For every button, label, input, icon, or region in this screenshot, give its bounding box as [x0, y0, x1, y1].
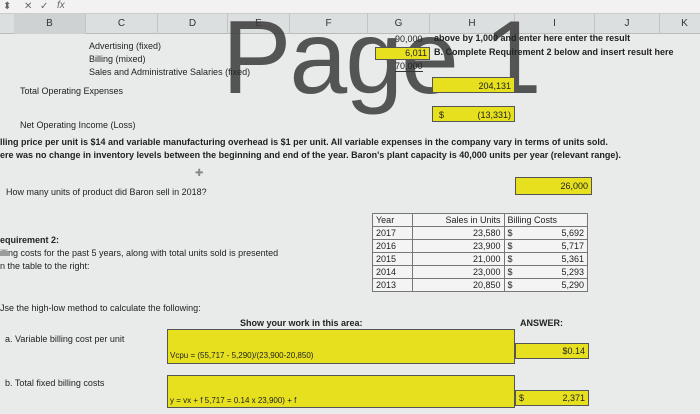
- cost-cell[interactable]: 5,717: [527, 239, 588, 253]
- fixed-cost-currency: $: [519, 393, 525, 403]
- header-year: Year: [372, 213, 413, 227]
- column-header-i[interactable]: I: [515, 14, 595, 34]
- work-area-header: Show your work in this area:: [240, 318, 363, 328]
- column-header-f[interactable]: F: [290, 14, 368, 34]
- salaries-label: Sales and Administrative Salaries (fixed…: [89, 67, 251, 77]
- net-income-label: Net Operating Income (Loss): [20, 120, 136, 130]
- cost-cell[interactable]: 5,692: [527, 226, 588, 240]
- column-header-j[interactable]: J: [595, 14, 660, 34]
- year-cell[interactable]: 2017: [372, 226, 413, 240]
- table-row: 2015 21,000 $5,361: [372, 252, 588, 266]
- year-cell[interactable]: 2015: [372, 252, 413, 266]
- units-sold-answer-cell[interactable]: 26,000: [515, 177, 592, 195]
- units-cell[interactable]: 21,000: [411, 252, 505, 266]
- requirement-2-title: equirement 2:: [0, 235, 60, 245]
- column-header-e[interactable]: E: [228, 14, 290, 34]
- paragraph-line-2: ere was no change in inventory levels be…: [0, 150, 621, 160]
- fixed-cost-work: y = vx + f 5,717 = 0.14 x 23,900) + f: [170, 396, 297, 405]
- salaries-value[interactable]: 70,000: [395, 61, 423, 72]
- variable-cost-label: a. Variable billing cost per unit: [5, 334, 125, 344]
- column-header-h[interactable]: H: [430, 14, 515, 34]
- variable-cost-work-area[interactable]: Vcpu = (55,717 - 5,290)/(23,900-20,850): [167, 329, 515, 364]
- column-headers: B C D E F G H I J K: [0, 14, 700, 34]
- variable-cost-work: Vcpu = (55,717 - 5,290)/(23,900-20,850): [170, 351, 314, 360]
- column-header-c[interactable]: C: [86, 14, 158, 34]
- instruction-line-1: above by 1,000 and enter here enter the …: [434, 33, 631, 43]
- advertising-label: Advertising (fixed): [89, 41, 162, 51]
- column-header-k[interactable]: K: [660, 14, 700, 34]
- currency-cell: $: [503, 278, 528, 292]
- name-box-stepper-icon[interactable]: ⬍: [3, 1, 12, 12]
- year-cell[interactable]: 2016: [372, 239, 413, 253]
- answer-header: ANSWER:: [520, 318, 563, 328]
- net-income-cell[interactable]: $ (13,331): [432, 106, 515, 122]
- billing-table: Year Sales in Units Billing Costs 2017 23…: [372, 213, 588, 292]
- table-header-row: Year Sales in Units Billing Costs: [372, 213, 588, 227]
- units-cell[interactable]: 23,580: [411, 226, 505, 240]
- cost-cell[interactable]: 5,290: [527, 278, 588, 292]
- high-low-intro: Jse the high-low method to calculate the…: [0, 303, 201, 313]
- requirement-2-line-1: illing costs for the past 5 years, along…: [0, 248, 279, 258]
- year-cell[interactable]: 2013: [372, 278, 413, 292]
- instruction-line-2: B. Complete Requirement 2 below and inse…: [434, 47, 674, 57]
- table-row: 2014 23,000 $5,293: [372, 265, 588, 279]
- net-income-value: (13,331): [477, 110, 511, 120]
- column-header-g[interactable]: G: [368, 14, 430, 34]
- fixed-cost-answer-cell[interactable]: $ 2,371: [515, 390, 589, 406]
- variable-cost-answer-cell[interactable]: $0.14: [515, 343, 589, 359]
- fx-icon[interactable]: fx: [57, 0, 65, 11]
- units-cell[interactable]: 23,000: [411, 265, 505, 279]
- cancel-icon[interactable]: ✕: [24, 1, 33, 12]
- cursor-plus-icon: ✚: [195, 168, 204, 179]
- units-cell[interactable]: 23,900: [411, 239, 505, 253]
- table-row: 2016 23,900 $5,717: [372, 239, 588, 253]
- fixed-cost-label: b. Total fixed billing costs: [5, 378, 105, 388]
- table-row: 2013 20,850 $5,290: [372, 278, 588, 292]
- paragraph-line-1: lling price per unit is $14 and variable…: [0, 137, 608, 147]
- question-label: How many units of product did Baron sell…: [6, 187, 207, 197]
- advertising-value[interactable]: 90,000: [395, 34, 423, 44]
- currency-cell: $: [503, 265, 528, 279]
- total-expenses-cell[interactable]: 204,131: [432, 77, 515, 93]
- column-header-d[interactable]: D: [158, 14, 228, 34]
- confirm-icon[interactable]: ✓: [40, 1, 49, 12]
- total-expenses-label: Total Operating Expenses: [20, 86, 124, 96]
- column-header-b[interactable]: B: [14, 14, 86, 34]
- requirement-2-line-2: n the table to the right:: [0, 261, 90, 271]
- formula-bar: ⬍ ✕ ✓ fx: [0, 0, 700, 14]
- net-currency: $: [439, 110, 445, 120]
- billing-label: Billing (mixed): [89, 54, 146, 64]
- header-units: Sales in Units: [411, 213, 505, 227]
- currency-cell: $: [503, 239, 528, 253]
- table-row: 2017 23,580 $5,692: [372, 226, 588, 240]
- year-cell[interactable]: 2014: [372, 265, 413, 279]
- cost-cell[interactable]: 5,361: [527, 252, 588, 266]
- currency-cell: $: [503, 252, 528, 266]
- fixed-cost-work-area[interactable]: y = vx + f 5,717 = 0.14 x 23,900) + f: [167, 375, 515, 408]
- fixed-cost-answer: 2,371: [562, 393, 585, 403]
- currency-cell: $: [503, 226, 528, 240]
- billing-value-cell[interactable]: 6,011: [375, 47, 430, 60]
- cost-cell[interactable]: 5,293: [527, 265, 588, 279]
- header-costs: Billing Costs: [503, 213, 588, 227]
- units-cell[interactable]: 20,850: [411, 278, 505, 292]
